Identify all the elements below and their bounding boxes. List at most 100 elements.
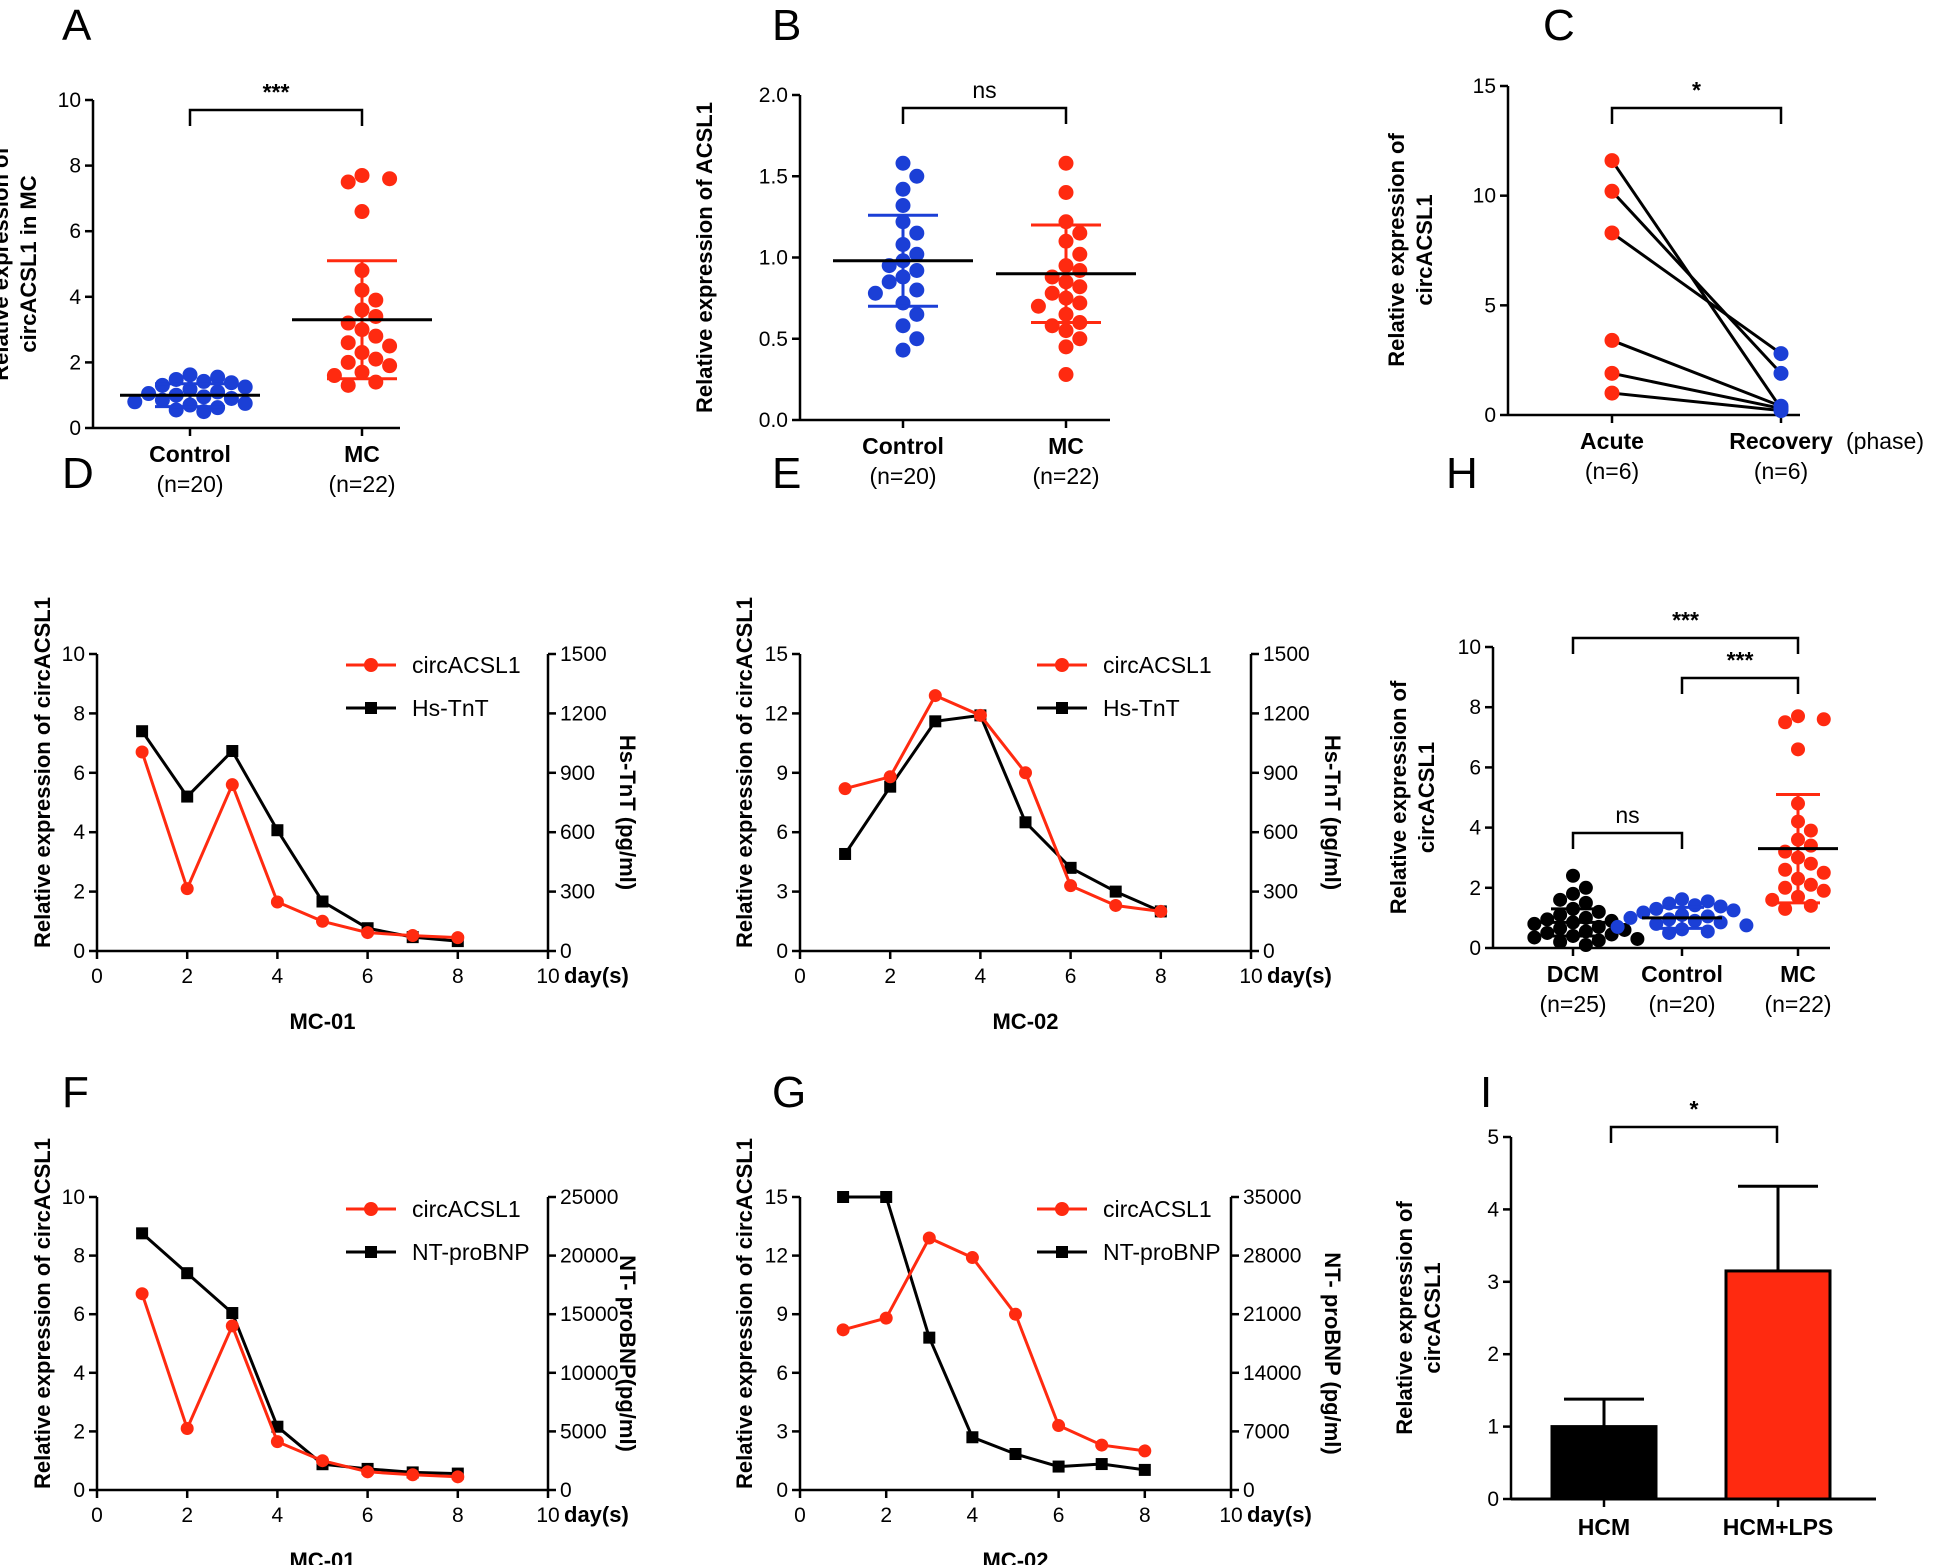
panel-c-y-tick-label: 0 <box>1484 404 1496 427</box>
panel-h-category-label: MC <box>1780 961 1816 987</box>
panel-d-point-hs-tnt <box>271 824 284 837</box>
panel-f-y-tick-label: 8 <box>73 1245 85 1268</box>
panel-b-dot <box>1058 323 1074 339</box>
panel-h-dot <box>1578 937 1593 952</box>
panel-i-y-tick-label: 5 <box>1487 1126 1499 1149</box>
panel-d-y-tick-label: 0 <box>73 940 85 963</box>
panel-h-dot <box>1527 930 1542 945</box>
panel-c-y-tick-label: 15 <box>1473 75 1496 98</box>
panel-label-c: C <box>1543 1 1575 50</box>
panel-d-x-unit: day(s) <box>564 963 629 988</box>
panel-e-point-hs-tnt <box>839 847 852 860</box>
panel-b-dot <box>1044 269 1060 285</box>
panel-d-legend-label: Hs-TnT <box>412 695 489 721</box>
panel-a-n-label: (n=20) <box>156 471 223 497</box>
panel-b-dot <box>1072 263 1088 278</box>
panel-b-dot <box>1072 225 1088 241</box>
panel-f-x-tick-label: 8 <box>452 1504 464 1527</box>
panel-i-y-tick-label: 0 <box>1487 1488 1499 1511</box>
panel-d-point-hs-tnt <box>181 790 194 803</box>
panel-d-point-circacsl1 <box>180 882 194 896</box>
panel-d-y-tick-label: 8 <box>73 702 85 725</box>
panel-i-bracket <box>1609 1125 1779 1143</box>
panel-h-category-label: Control <box>1641 961 1723 987</box>
panel-g-legend-marker <box>1056 1246 1068 1258</box>
panel-e-y2-tick-label: 900 <box>1263 762 1298 785</box>
panel-b-n-label: (n=22) <box>1032 463 1099 489</box>
panel-h-category-label: DCM <box>1547 961 1599 987</box>
panel-f-point-nt-probnp <box>226 1307 239 1320</box>
panel-f-legend-label: circACSL1 <box>412 1196 521 1222</box>
panel-d-point-circacsl1 <box>406 929 420 943</box>
panel-a-dot <box>340 354 356 370</box>
panel-g-point-circacsl1 <box>1052 1419 1066 1433</box>
panel-d-y-tick-label: 6 <box>73 762 85 785</box>
panel-e-legend-marker <box>1056 702 1068 714</box>
panel-f-x-label: MC-01 <box>289 1548 355 1565</box>
panel-f-point-circacsl1 <box>361 1465 375 1479</box>
panel-a-dot <box>340 377 356 393</box>
panel-d-point-hs-tnt <box>136 725 149 738</box>
panel-g-point-nt-probnp <box>837 1191 850 1203</box>
panel-b-dot <box>909 263 925 278</box>
panel-label-h: H <box>1446 449 1478 498</box>
panel-d-y2-tick-label: 1500 <box>560 643 607 666</box>
panel-b-dot <box>909 282 925 298</box>
panel-h-cmp2-bracket <box>1680 676 1800 694</box>
panel-g-y2-tick-label: 21000 <box>1243 1303 1301 1326</box>
panel-f-y-tick-label: 10 <box>62 1186 85 1209</box>
panel-a-y-tick-label: 0 <box>69 417 81 440</box>
panel-c-pair-line <box>1611 231 1782 355</box>
panel-b-n-label: (n=20) <box>869 463 936 489</box>
panel-c-recovery-dot <box>1773 403 1789 419</box>
panel-h-dot <box>1553 892 1568 907</box>
panel-b-dot <box>909 306 925 322</box>
panel-i-y-tick-label: 2 <box>1487 1343 1499 1366</box>
panel-h-dot <box>1566 868 1580 883</box>
panel-e-point-circacsl1 <box>1154 904 1168 918</box>
panel-d-y-label-right: Hs-TnT (pg/ml) <box>615 735 640 890</box>
panel-f-y2-tick-label: 15000 <box>560 1303 618 1326</box>
panel-a-dot <box>210 369 226 385</box>
panel-h-cmp1-significance: *** <box>1672 607 1699 633</box>
panel-e-y2-tick-label: 1200 <box>1263 702 1310 725</box>
panel-f-legend-marker <box>364 1202 378 1216</box>
panel-b-dot <box>895 342 911 358</box>
panel-d-series-line-circacsl1 <box>140 751 458 940</box>
panel-d-y-tick-label: 2 <box>73 881 85 904</box>
panel-h-dot <box>1700 909 1715 924</box>
panel-h-dot <box>1527 916 1542 931</box>
panel-g-y-tick-label: 6 <box>776 1362 788 1385</box>
panel-f-y2-tick-label: 5000 <box>560 1420 607 1443</box>
panel-f-y-tick-label: 2 <box>73 1420 85 1443</box>
panel-g-point-circacsl1 <box>965 1251 979 1265</box>
panel-h-dot <box>1803 838 1818 853</box>
panel-a-y-label-line: Relative expression of <box>0 147 13 381</box>
panel-g-point-nt-probnp <box>966 1431 979 1444</box>
panel-f-x-tick-label: 4 <box>272 1504 284 1527</box>
panel-h-dot <box>1791 742 1805 757</box>
panel-d-point-circacsl1 <box>135 745 149 759</box>
panel-d-series-line-hs-tnt <box>140 730 458 943</box>
panel-h-dot <box>1791 709 1805 724</box>
panel-d-x-tick-label: 0 <box>91 965 103 988</box>
panel-h-dot <box>1726 903 1741 918</box>
panel-h-y-tick-label: 10 <box>1458 636 1481 659</box>
panel-h-dot <box>1803 856 1818 871</box>
panel-h-dot <box>1803 877 1818 892</box>
panel-c-y-tick-label: 10 <box>1473 185 1496 208</box>
panel-h-cmp1-bracket <box>1571 636 1800 654</box>
panel-d-point-circacsl1 <box>225 778 239 792</box>
panel-g-point-circacsl1 <box>1095 1438 1109 1452</box>
panel-h-y-tick-label: 0 <box>1469 937 1481 960</box>
panel-c-acute-dot <box>1604 332 1620 348</box>
panel-h-dot <box>1662 912 1677 927</box>
panel-e-series-line-circacsl1 <box>844 693 1161 913</box>
panel-b-dot <box>1044 318 1060 334</box>
panel-h-dot <box>1578 880 1593 895</box>
panel-g-y2-tick-label: 14000 <box>1243 1362 1301 1385</box>
panel-g-point-nt-probnp <box>923 1331 936 1344</box>
panel-c-acute-dot <box>1604 183 1620 199</box>
panel-b-category-label: MC <box>1048 433 1084 459</box>
panel-f-legend-label: NT-proBNP <box>412 1239 530 1265</box>
